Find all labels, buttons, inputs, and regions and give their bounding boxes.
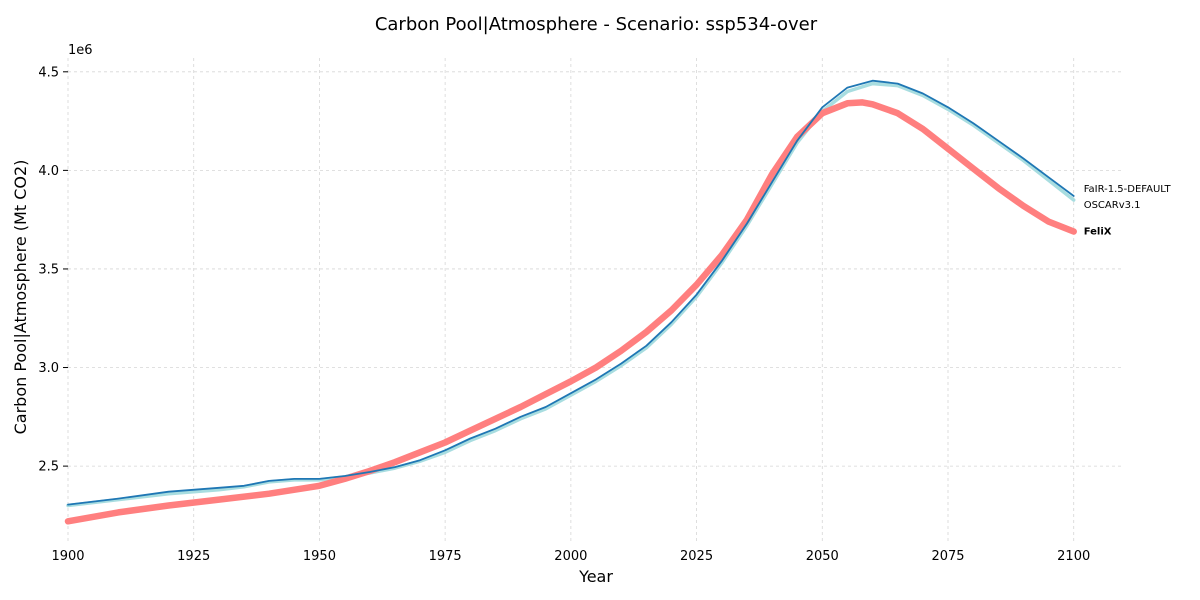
series-line-oscarv3-1 bbox=[66, 81, 1076, 508]
series-end-label: FeliX bbox=[1084, 226, 1112, 237]
y-multiplier-label: 1e6 bbox=[68, 43, 93, 58]
series-line-felix bbox=[64, 99, 1077, 525]
y-tick-label: 3.0 bbox=[38, 361, 59, 376]
x-tick-label: 1950 bbox=[303, 549, 336, 564]
y-tick-label: 4.0 bbox=[38, 164, 59, 179]
axis-layer: 1900 1925 1950 1975 2000 2025 2050 2075 2100 2.5 3… bbox=[38, 65, 1171, 564]
y-axis-title: Carbon Pool|Atmosphere (Mt CO2) bbox=[11, 160, 30, 435]
x-tick-label: 2000 bbox=[554, 549, 587, 564]
x-tick-label: 2075 bbox=[931, 549, 964, 564]
series-layer bbox=[64, 79, 1077, 525]
x-tick-label: 2050 bbox=[806, 549, 839, 564]
x-axis-title: Year bbox=[578, 567, 613, 586]
x-tick-label: 2025 bbox=[680, 549, 713, 564]
series-end-label: FaIR-1.5-DEFAULT bbox=[1084, 184, 1172, 195]
series-end-label: OSCARv3.1 bbox=[1084, 200, 1141, 211]
y-tick-label: 2.5 bbox=[38, 460, 59, 475]
y-tick-label: 4.5 bbox=[38, 65, 59, 80]
x-tick-label: 1925 bbox=[177, 549, 210, 564]
grid-layer bbox=[67, 58, 1124, 543]
series-line-fair-1-5-default bbox=[67, 79, 1075, 506]
x-tick-label: 2100 bbox=[1057, 549, 1090, 564]
chart-title: Carbon Pool|Atmosphere - Scenario: ssp53… bbox=[375, 14, 818, 35]
y-tick-label: 3.5 bbox=[38, 262, 59, 277]
x-tick-label: 1900 bbox=[51, 549, 84, 564]
x-tick-label: 1975 bbox=[429, 549, 462, 564]
